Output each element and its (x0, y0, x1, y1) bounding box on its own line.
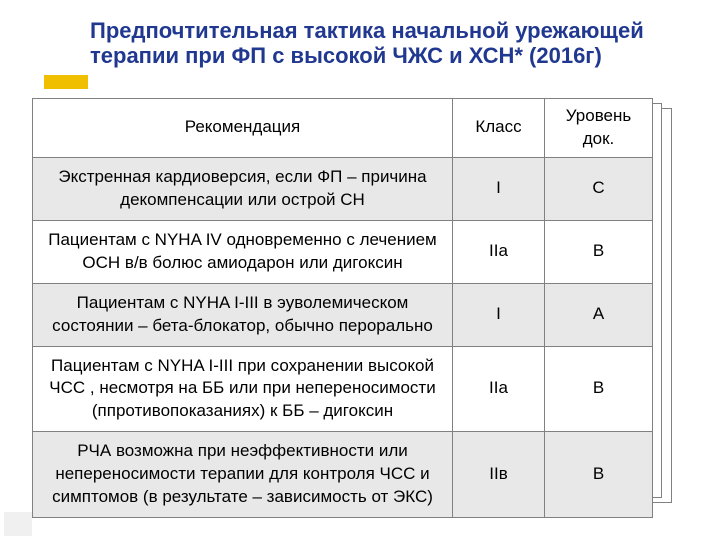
cell-level: C (545, 157, 653, 220)
cell-class: I (453, 283, 545, 346)
cell-recommendation: Пациентам с NYHA IV одновременно с лечен… (33, 220, 453, 283)
col-header-class: Класс (453, 99, 545, 158)
table-header-row: Рекомендация Класс Уровень док. (33, 99, 653, 158)
recommendations-table: Рекомендация Класс Уровень док. Экстренн… (32, 98, 653, 518)
table-row: Пациентам с NYHA I-III в эуволемическом … (33, 283, 653, 346)
accent-bar (44, 75, 88, 89)
cell-recommendation: Экстренная кардиоверсия, если ФП – причи… (33, 157, 453, 220)
cell-level: B (545, 432, 653, 518)
cell-class: I (453, 157, 545, 220)
cell-class: IIв (453, 432, 545, 518)
cell-recommendation: Пациентам с NYHA I-III при сохранении вы… (33, 346, 453, 432)
cell-level: B (545, 346, 653, 432)
table-row: Пациентам с NYHA I-III при сохранении вы… (33, 346, 653, 432)
col-header-level: Уровень док. (545, 99, 653, 158)
table-row: Пациентам с NYHA IV одновременно с лечен… (33, 220, 653, 283)
slide: Предпочтительная тактика начальной урежа… (0, 0, 720, 540)
table-row: Экстренная кардиоверсия, если ФП – причи… (33, 157, 653, 220)
cell-class: IIa (453, 220, 545, 283)
cell-recommendation: Пациентам с NYHA I-III в эуволемическом … (33, 283, 453, 346)
cell-recommendation: РЧА возможна при неэффективности или неп… (33, 432, 453, 518)
corner-decoration (4, 512, 32, 536)
table-body: Экстренная кардиоверсия, если ФП – причи… (33, 157, 653, 517)
cell-class: IIa (453, 346, 545, 432)
table-row: РЧА возможна при неэффективности или неп… (33, 432, 653, 518)
page-title: Предпочтительная тактика начальной урежа… (90, 18, 684, 69)
cell-level: B (545, 220, 653, 283)
cell-level: A (545, 283, 653, 346)
col-header-recommendation: Рекомендация (33, 99, 453, 158)
